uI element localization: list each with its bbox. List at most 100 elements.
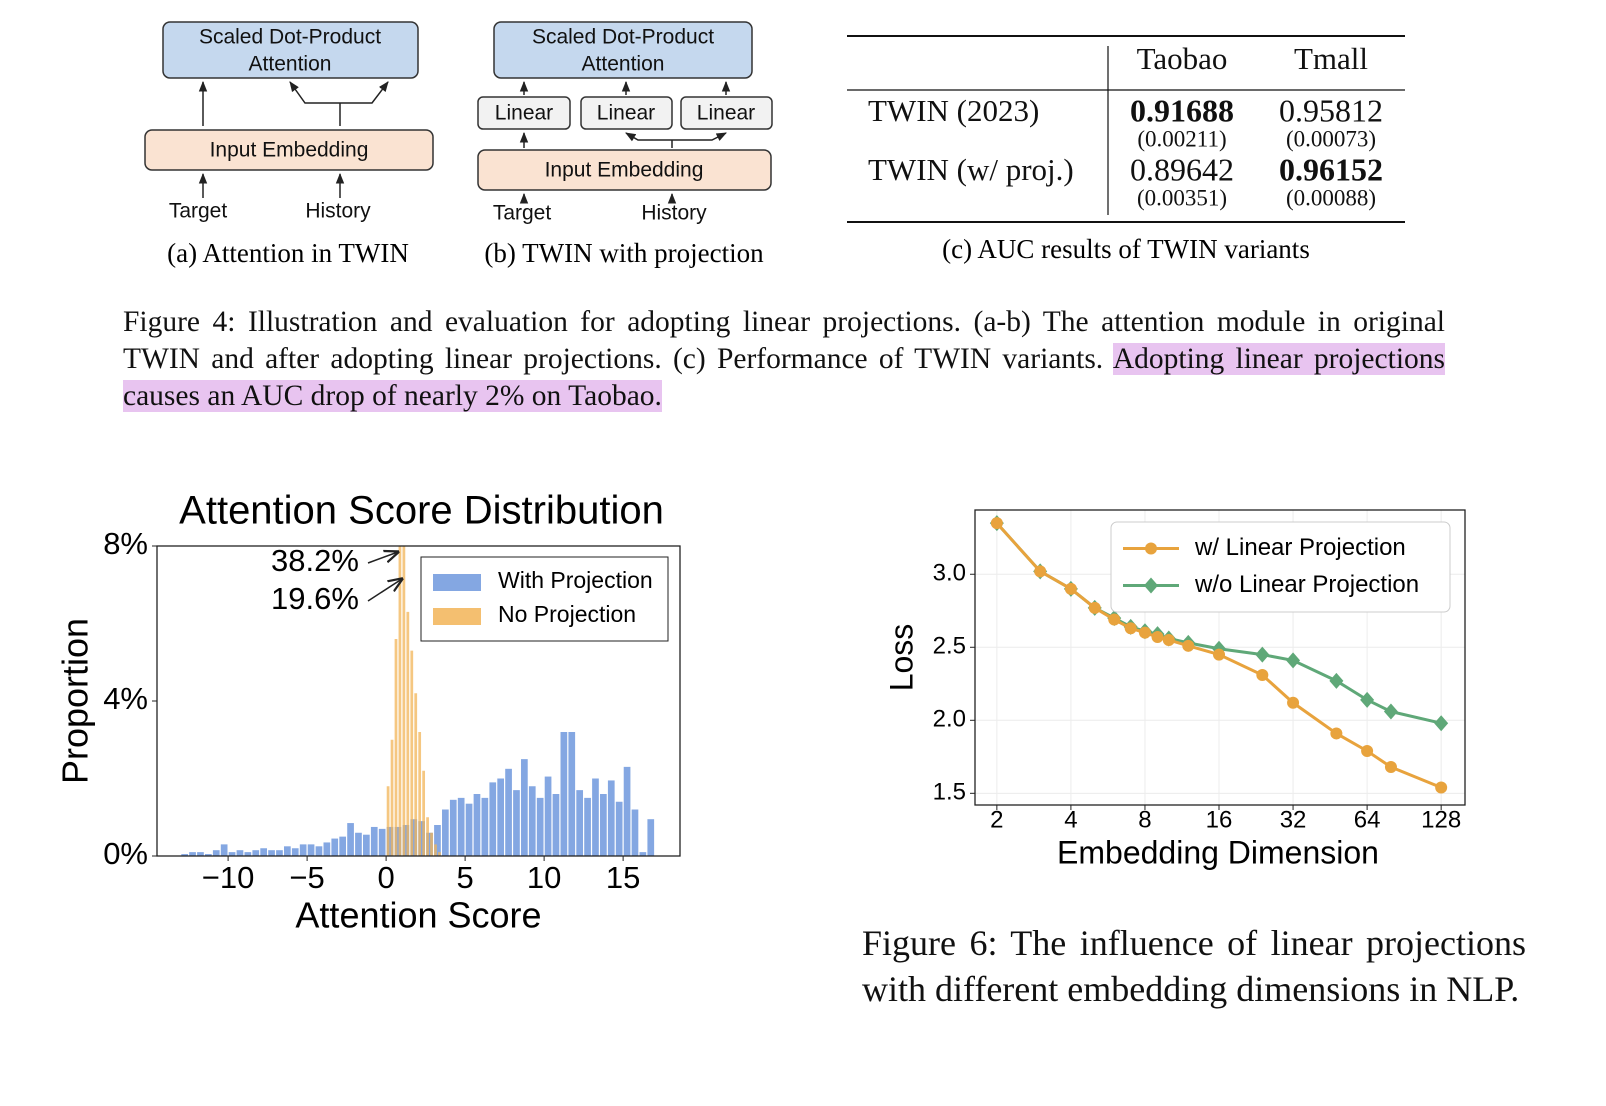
legend-label: With Projection [498,567,653,593]
y-tick-label: 2.0 [933,706,966,733]
bar [422,770,426,856]
input-label: Target [169,200,228,223]
cell-std: (0.00211) [1137,126,1226,151]
box-label: Scaled Dot-Product [532,26,714,49]
bar [260,848,268,856]
legend-swatch [433,608,481,625]
annotation-arrow [367,552,398,564]
box-label: Input Embedding [545,159,704,182]
x-axis-label: Attention Score [295,895,541,936]
bar [386,786,390,856]
bar [473,794,481,856]
column-header: Tmall [1294,41,1368,76]
x-tick-label: 64 [1354,806,1381,833]
bar [568,732,576,856]
point [1435,781,1448,794]
point [1330,727,1343,740]
chart: 2 4 8 16 32 64 128 1.5 2.0 2.5 3.0 Embedding Dimens… [883,509,1466,870]
box-label: Linear [697,102,755,125]
linear-box [477,96,571,130]
x-tick-label: 15 [606,860,640,895]
box-label: Attention [249,53,332,76]
bar [284,846,291,856]
box-label: Attention [582,53,665,76]
bar [600,794,607,856]
x-tick-label: 0 [377,860,394,895]
point [1108,613,1121,626]
x-tick-label: 128 [1421,806,1461,833]
bar [189,852,196,856]
bar [576,790,584,856]
value-label: 38.2% [271,543,359,578]
box-label: Scaled Dot-Product [199,26,381,49]
point [1383,703,1398,720]
cell-value: 0.91688 [1130,92,1234,128]
bar [398,546,402,856]
subcaption: (a) Attention in TWIN [167,238,409,268]
bar [181,854,189,856]
bar [592,778,599,856]
bar [406,611,410,856]
bar [536,797,544,856]
legend-label: w/ Linear Projection [1194,534,1406,561]
point [1182,639,1195,652]
bar [236,850,244,856]
bar [430,832,433,856]
bar [544,776,552,856]
cell-value: 0.95812 [1279,92,1383,128]
y-tick-label: 4% [103,681,148,716]
embedding-box [477,149,772,191]
subcaption: (b) TWIN with projection [484,238,764,268]
bar [481,797,489,856]
x-tick-label: 8 [1138,806,1151,833]
arrows [198,80,389,198]
attention-box [493,21,753,79]
plot-frame [156,545,681,857]
bar [363,834,370,856]
bar [418,732,422,856]
bar [434,844,437,856]
plot-frame [974,509,1466,806]
x-tick-label: −5 [289,860,324,895]
bar [378,828,386,856]
box-label: Linear [597,102,655,125]
diagram-a: Scaled Dot-Product Attention Input Embed… [144,21,434,223]
linear-box [580,96,673,130]
x-axis-label: Embedding Dimension [1057,834,1379,870]
bar [268,850,275,856]
bar [489,782,497,856]
bar [560,732,568,856]
cell-std: (0.00351) [1137,185,1227,210]
bar [402,546,406,856]
point [1256,669,1269,682]
bar [197,852,204,856]
legend-label: w/o Linear Projection [1194,571,1419,598]
bar [647,819,655,856]
bar [521,759,528,856]
plot-area [181,546,655,856]
bar [390,739,394,856]
legend-box [1110,521,1451,613]
point [1255,646,1270,663]
bar [639,852,647,856]
bar [418,821,426,856]
bar [442,809,449,856]
bar [386,826,394,856]
figure-caption: Figure 6: The influence of linear projec… [862,923,1526,1009]
embedding-box [144,129,434,171]
y-tick-label: 1.5 [933,779,966,806]
bar [291,848,299,856]
chart: −10 −5 0 5 10 15 0% 4% 8% 38.2%19.6% Attention Sco… [55,489,681,936]
bar [426,817,429,856]
point [1138,626,1151,639]
bar [414,693,418,856]
bar [402,825,410,856]
point [1286,652,1301,669]
point [1124,622,1137,635]
bar [457,797,465,856]
diagram-b: Scaled Dot-Product Attention Linear Line… [477,21,773,225]
cell-value: 0.96152 [1279,151,1383,187]
input-label: Target [493,202,552,225]
x-tick-label: 2 [990,806,1003,833]
